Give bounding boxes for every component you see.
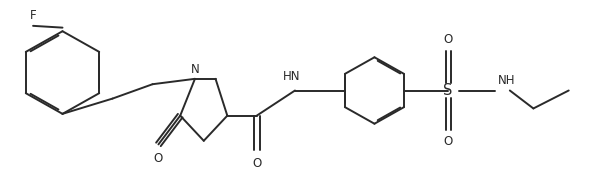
Text: HN: HN <box>283 70 301 83</box>
Text: NH: NH <box>498 74 516 87</box>
Text: N: N <box>191 63 199 76</box>
Text: O: O <box>154 151 163 165</box>
Text: O: O <box>444 135 453 148</box>
Text: F: F <box>30 9 37 22</box>
Text: O: O <box>252 157 261 170</box>
Text: S: S <box>443 83 453 98</box>
Text: O: O <box>444 33 453 46</box>
